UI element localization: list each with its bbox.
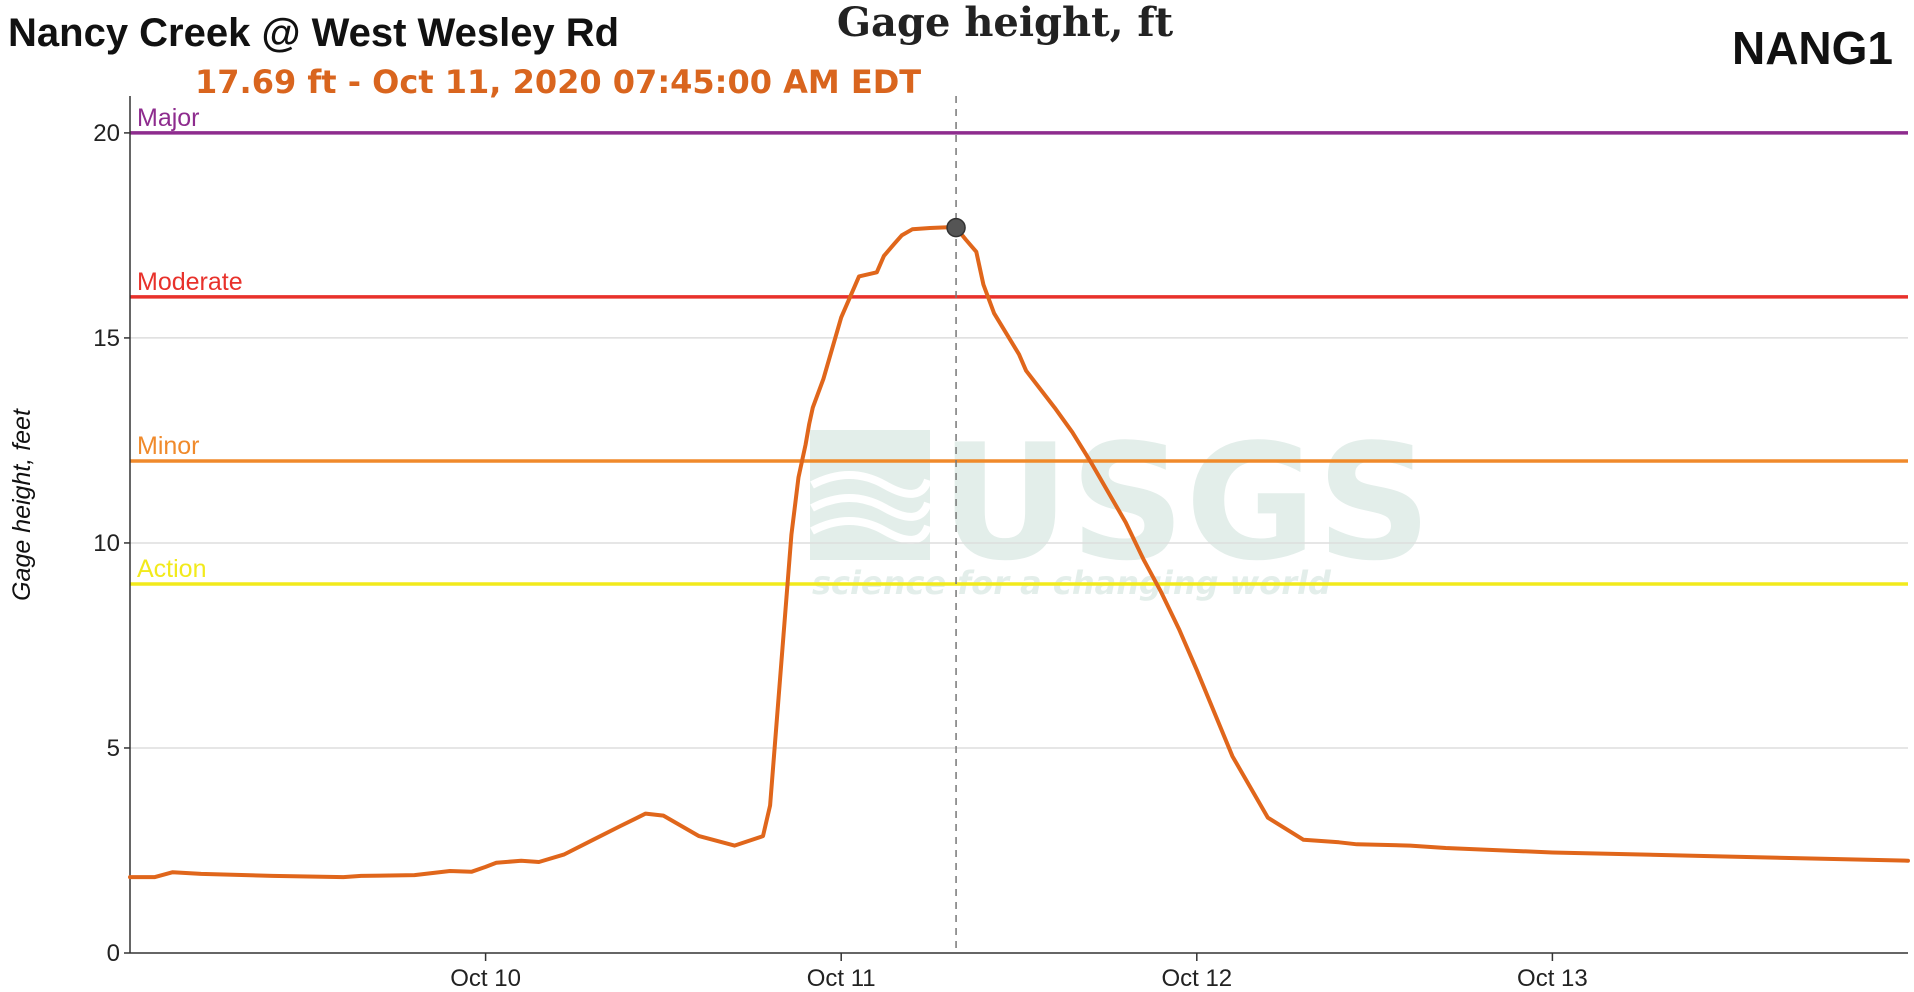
threshold-label-moderate: Moderate: [137, 268, 243, 296]
threshold-label-minor: Minor: [137, 432, 200, 460]
threshold-label-action: Action: [137, 555, 206, 583]
y-tick-label: 0: [107, 940, 120, 967]
y-tick-label: 15: [93, 325, 120, 352]
y-axis-label: Gage height, feet: [8, 408, 36, 601]
site-name: Nancy Creek @ West Wesley Rd: [8, 11, 619, 55]
gage-height-series-line: [128, 225, 1910, 880]
value-readout: 17.69 ft - Oct 11, 2020 07:45:00 AM EDT: [195, 63, 921, 101]
series-layer: [128, 96, 1910, 953]
hover-point-marker: [946, 217, 966, 238]
y-tick-label: 10: [93, 530, 120, 557]
chart-title: Gage height, ft: [837, 0, 1174, 46]
x-tick-label: Oct 10: [450, 965, 521, 992]
y-tick-label: 20: [93, 120, 120, 147]
flood-thresholds: Major Moderate Minor Action: [130, 104, 1908, 586]
y-tick-label: 5: [107, 735, 120, 762]
x-tick-label: Oct 13: [1517, 965, 1588, 992]
site-id: NANG1: [1732, 22, 1893, 74]
usgs-watermark: USGS science for a changing world: [810, 409, 1432, 602]
threshold-label-major: Major: [137, 104, 200, 132]
axes: 0 5 10 15 20 Oct 10 Oct 11 Oct 12 Oct 13: [93, 96, 1908, 992]
watermark-logo-text: USGS: [940, 409, 1432, 596]
x-tick-label: Oct 12: [1161, 965, 1232, 992]
usgs-wave-logo-icon: [810, 430, 932, 560]
x-tick-label: Oct 11: [807, 965, 876, 992]
